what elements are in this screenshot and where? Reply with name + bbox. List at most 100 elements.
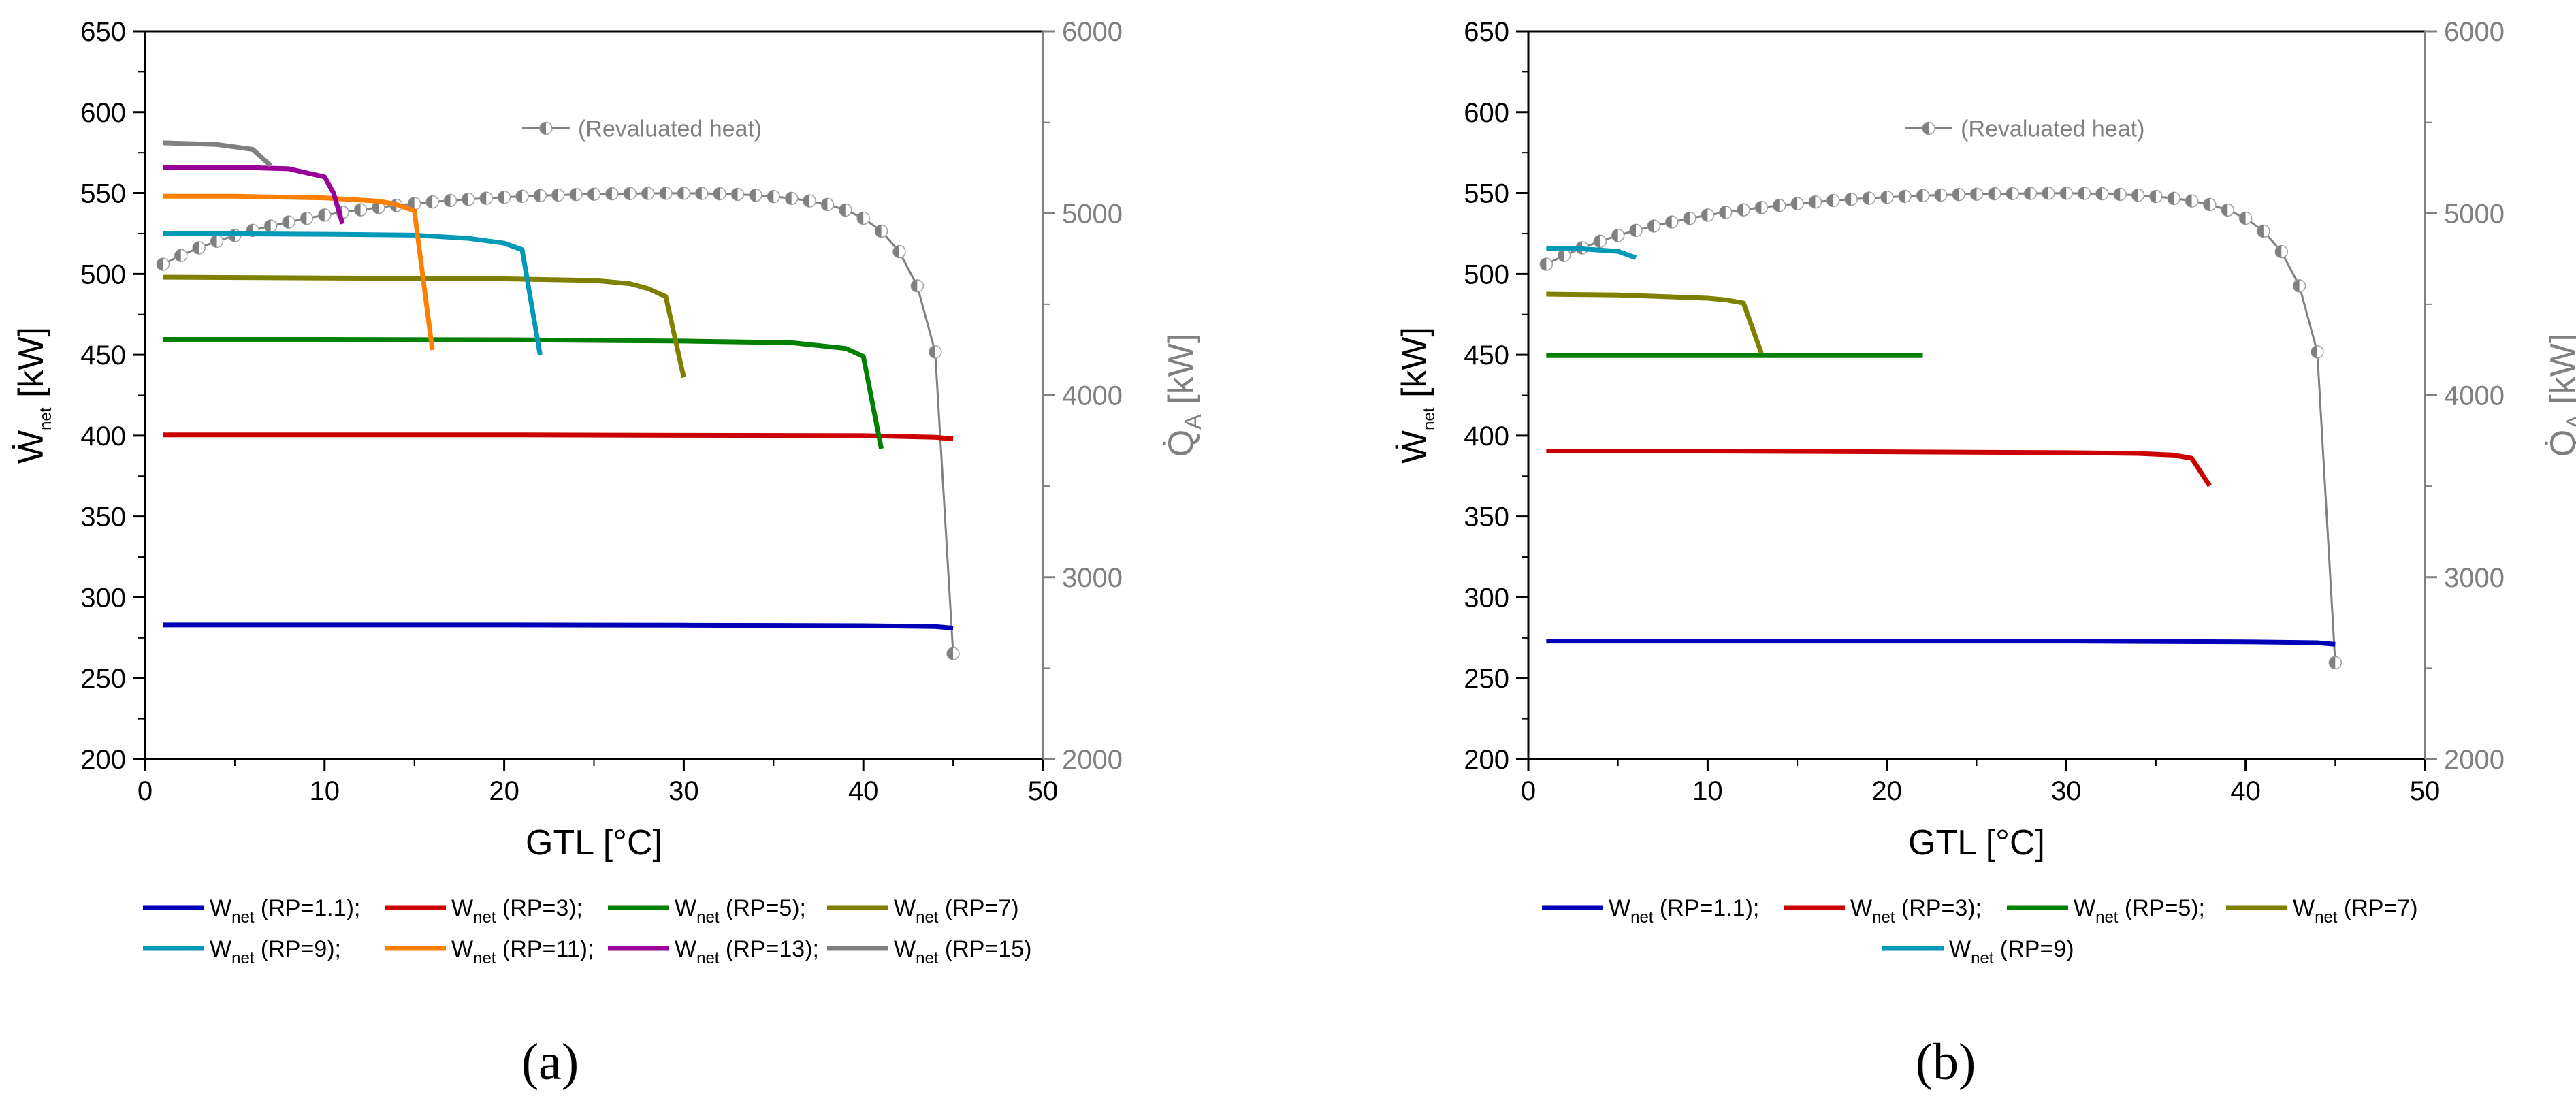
- legend-label-main: W: [210, 895, 231, 921]
- revaluated-heat-point: [1898, 189, 1912, 204]
- marker-half: [318, 208, 325, 221]
- marker-half: [426, 195, 433, 208]
- revaluated-heat-point: [1611, 229, 1625, 242]
- marker-half: [749, 189, 756, 202]
- marker-half: [731, 188, 738, 201]
- marker-half: [624, 187, 630, 200]
- marker-half: [300, 212, 307, 225]
- revaluated-heat-point: [1952, 187, 1965, 202]
- x-tick-label: 30: [2051, 776, 2082, 806]
- legend-label-main: W: [1949, 936, 1971, 962]
- y-tick-label: 600: [1464, 98, 1509, 128]
- y-tick-label: 200: [1464, 745, 1509, 775]
- marker-half: [1809, 195, 1816, 208]
- panel-label: (a): [521, 1034, 579, 1091]
- marker-half: [929, 345, 935, 358]
- legend-label: Wnet (RP=3);: [1850, 895, 1982, 927]
- revaluated-heat-point: [2059, 187, 2073, 200]
- legend-label-sub: net: [2095, 908, 2119, 927]
- marker-half: [785, 192, 792, 205]
- legend-label-main: W: [2074, 895, 2095, 921]
- marker-half: [1826, 194, 1833, 207]
- marker-half: [1594, 235, 1600, 248]
- revaluated-heat-point: [497, 190, 511, 204]
- legend-label-sub: net: [231, 908, 255, 927]
- y-tick-label: 650: [80, 17, 126, 47]
- revaluated-heat-point: [1647, 219, 1661, 233]
- legend-item: Wnet (RP=5);: [608, 895, 806, 927]
- y-tick-label: 550: [80, 179, 126, 209]
- legend-label-sub: net: [916, 949, 939, 967]
- revaluated-heat-point: [174, 249, 188, 263]
- series-line-rp9: [163, 231, 543, 355]
- revaluated-heat-point: [659, 187, 673, 200]
- y-axis-title-main: Ẇ: [12, 430, 51, 464]
- marker-half: [210, 235, 217, 248]
- legend-label-sub: net: [2315, 908, 2338, 927]
- y2-axis-title-unit: [kW]: [2543, 334, 2576, 414]
- marker-half: [174, 249, 181, 262]
- revaluated-heat-point: [1737, 203, 1750, 217]
- legend-label-sub: net: [1971, 949, 1994, 967]
- series-line-rp1_1: [1546, 639, 2336, 647]
- legend-label-main: W: [2293, 895, 2315, 921]
- marker-half: [2168, 192, 2174, 205]
- marker-half: [1970, 188, 1977, 201]
- legend-label: Wnet (RP=1.1);: [210, 895, 360, 927]
- legend-label-sub: net: [696, 908, 720, 927]
- series-line-rp5: [163, 337, 884, 449]
- marker-half: [1719, 206, 1726, 219]
- revaluated-heat-point: [2113, 187, 2127, 202]
- marker-half: [570, 188, 577, 201]
- x-tick-label: 50: [2410, 776, 2441, 806]
- marker-half: [1988, 187, 1995, 200]
- x-tick-label: 0: [138, 776, 152, 806]
- y-tick-label: 200: [80, 745, 126, 775]
- legend-label: Wnet (RP=9);: [210, 936, 341, 967]
- revaluated-heat-point: [2023, 187, 2038, 200]
- legend-label-rest: (RP=9): [1993, 936, 2074, 962]
- legend-label-rest: (RP=3);: [496, 895, 583, 921]
- revaluated-heat-point: [192, 241, 206, 255]
- marker-half: [2311, 345, 2317, 358]
- revaluated-heat-point: [2077, 187, 2091, 200]
- marker-half: [587, 188, 594, 201]
- revaluated-heat-point: [1934, 188, 1948, 202]
- revaluated-heat-point: [713, 187, 726, 201]
- legend-item: Wnet (RP=7): [827, 895, 1019, 927]
- marker-half: [2042, 187, 2048, 199]
- revaluated-heat-point: [1988, 187, 2001, 201]
- marker-half: [1647, 219, 1654, 232]
- revaluated-heat-point: [2006, 187, 2019, 201]
- legend-item: Wnet (RP=7): [2226, 895, 2418, 927]
- marker-half: [2095, 187, 2102, 200]
- y-tick-label: 350: [80, 502, 126, 532]
- marker-half: [1611, 229, 1618, 242]
- annotation-text: (Revaluated heat): [578, 116, 762, 142]
- y-tick-label: 250: [1464, 664, 1509, 694]
- x-tick-label: 10: [1692, 776, 1723, 806]
- marker-half: [947, 647, 954, 660]
- legend-label: Wnet (RP=9): [1949, 936, 2074, 967]
- revaluated-heat-point: [1808, 195, 1822, 209]
- y-tick-label: 450: [80, 340, 126, 370]
- x-tick-label: 10: [310, 776, 340, 806]
- y-axis-title-sub: net: [37, 407, 55, 430]
- marker-half: [515, 190, 522, 203]
- marker-half: [2149, 190, 2156, 203]
- marker-half: [660, 187, 666, 199]
- marker-half: [193, 242, 199, 255]
- annotation-legend-marker: [1922, 121, 1935, 135]
- revaluated-heat-point: [605, 187, 619, 201]
- revaluated-heat-point: [533, 189, 547, 203]
- revaluated-heat-point: [1539, 257, 1553, 271]
- y-axis-title-unit: [kW]: [12, 327, 51, 407]
- marker-half: [695, 187, 702, 200]
- marker-half: [677, 187, 684, 199]
- revaluated-heat-line: [162, 192, 954, 654]
- revaluated-heat-point: [767, 189, 781, 204]
- marker-half: [444, 194, 451, 207]
- y-tick-label: 550: [1464, 179, 1509, 209]
- marker-half: [1684, 212, 1690, 225]
- revaluated-heat-point: [2131, 189, 2145, 202]
